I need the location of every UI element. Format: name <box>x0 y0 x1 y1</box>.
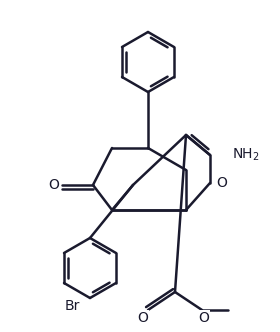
Text: Br: Br <box>65 299 80 313</box>
Text: O: O <box>48 178 59 192</box>
Text: O: O <box>137 311 148 325</box>
Text: NH$_2$: NH$_2$ <box>232 147 260 163</box>
Text: O: O <box>199 311 209 325</box>
Text: O: O <box>216 176 227 190</box>
